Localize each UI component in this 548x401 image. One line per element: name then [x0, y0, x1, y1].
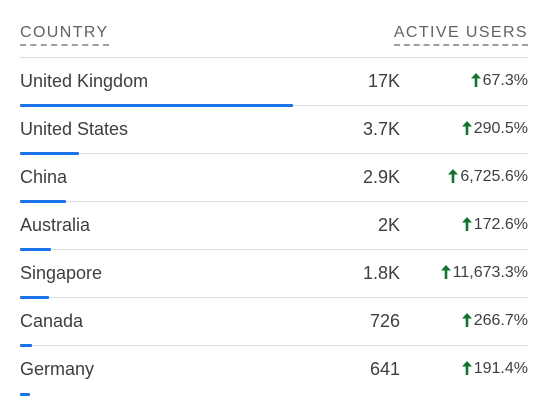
arrow-up-icon	[461, 361, 472, 381]
change-percentage: 266.7%	[461, 311, 528, 333]
active-users-value: 726	[369, 311, 400, 331]
share-bar	[20, 344, 32, 347]
country-column-header[interactable]: COUNTRY	[20, 23, 109, 46]
change-percentage: 11,673.3%	[440, 263, 528, 285]
change-value: 191.4%	[473, 360, 528, 377]
arrow-up-icon	[470, 73, 481, 93]
change-percentage: 172.6%	[461, 215, 528, 237]
share-bar	[20, 104, 293, 107]
country-name: Germany	[20, 359, 95, 379]
active-users-value: 2.9K	[362, 167, 400, 187]
active-users-value: 17K	[367, 71, 400, 91]
table-header: COUNTRY ACTIVE USERS	[20, 0, 528, 58]
arrow-up-icon	[461, 313, 472, 333]
table-row[interactable]: United Kingdom 17K 67.3%	[20, 58, 528, 107]
country-rows: United Kingdom 17K 67.3% United States 3…	[20, 58, 528, 396]
active-users-value: 2K	[377, 215, 400, 235]
change-value: 172.6%	[473, 216, 528, 233]
change-percentage: 67.3%	[470, 71, 528, 93]
share-bar	[20, 152, 79, 155]
table-row[interactable]: Germany 641 191.4%	[20, 346, 528, 396]
country-name: China	[20, 167, 68, 187]
country-name: United States	[20, 119, 129, 139]
active-users-value: 641	[369, 359, 400, 379]
table-row[interactable]: China 2.9K 6,725.6%	[20, 154, 528, 203]
change-value: 290.5%	[473, 120, 528, 137]
country-name: Canada	[20, 311, 84, 331]
table-row[interactable]: Singapore 1.8K 11,673.3%	[20, 250, 528, 299]
arrow-up-icon	[461, 217, 472, 237]
table-row[interactable]: Australia 2K 172.6%	[20, 202, 528, 251]
country-name: Singapore	[20, 263, 103, 283]
active-users-value: 1.8K	[362, 263, 400, 283]
country-name: United Kingdom	[20, 71, 149, 91]
arrow-up-icon	[440, 265, 451, 285]
table-row[interactable]: Canada 726 266.7%	[20, 298, 528, 347]
change-percentage: 6,725.6%	[448, 167, 528, 189]
arrow-up-icon	[461, 121, 472, 141]
arrow-up-icon	[448, 169, 459, 189]
share-bar	[20, 393, 30, 396]
change-value: 11,673.3%	[452, 264, 528, 281]
change-percentage: 191.4%	[461, 359, 528, 381]
change-value: 67.3%	[482, 72, 528, 89]
change-value: 266.7%	[473, 312, 528, 329]
table-row[interactable]: United States 3.7K 290.5%	[20, 106, 528, 155]
share-bar	[20, 200, 66, 203]
country-name: Australia	[20, 215, 91, 235]
active-users-column-header[interactable]: ACTIVE USERS	[393, 23, 528, 46]
share-bar	[20, 296, 49, 299]
share-bar	[20, 248, 51, 251]
change-value: 6,725.6%	[460, 168, 528, 185]
active-users-value: 3.7K	[362, 119, 400, 139]
change-percentage: 290.5%	[461, 119, 528, 141]
